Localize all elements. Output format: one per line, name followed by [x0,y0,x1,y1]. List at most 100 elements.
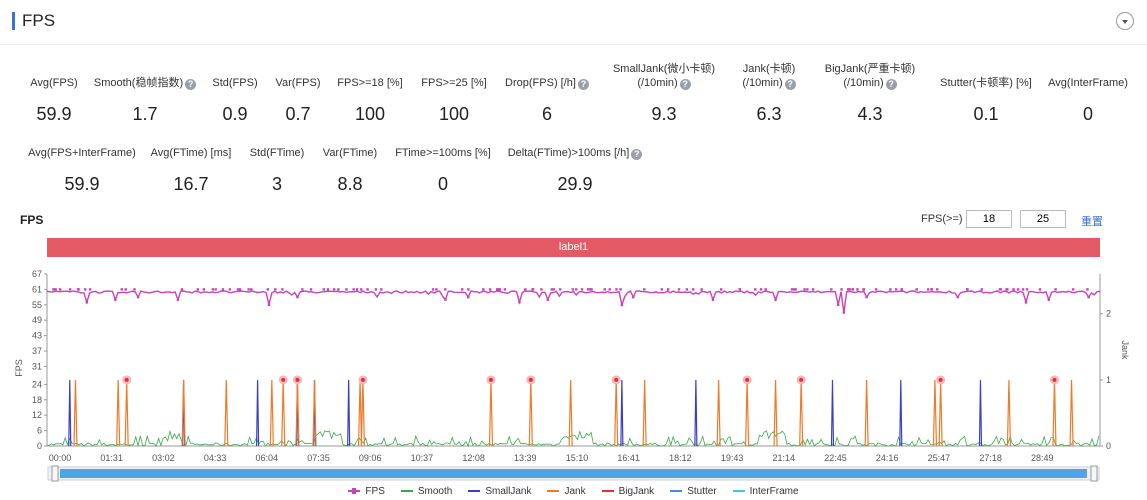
fps-marker [1086,288,1089,291]
metric-label: Drop(FPS) [/h]? [467,76,627,90]
threshold-label: FPS(>=) [921,213,963,225]
reset-button[interactable]: 重置 [1081,216,1103,228]
big-jank-spike [124,379,129,447]
y2-tick-label: 2 [1106,309,1111,319]
metric-r2-3: Var(FTime) 8.8 [270,146,430,194]
fps-marker [862,288,865,291]
legend-item-smalljank[interactable]: SmallJank [468,486,531,497]
x-tick-label: 09:06 [359,453,382,463]
fps-marker [1005,288,1008,291]
y-tick-label: 18 [32,395,42,405]
legend-item-interframe[interactable]: InterFrame [732,486,799,497]
x-tick-label: 25:47 [928,453,951,463]
legend-item-stutter[interactable]: Stutter [670,486,717,497]
jank-spike [642,379,647,447]
big-jank-spike [528,379,533,447]
y2-axis-label: Jank [1120,340,1130,360]
legend-label: Stutter [687,486,717,497]
fps-marker [482,288,485,291]
section-header: FPS [0,0,1147,45]
fps-marker [643,288,646,291]
y-tick-label: 12 [32,410,42,420]
fps-dip-marker [842,311,846,314]
y-tick-label: 24 [32,379,42,389]
legend-swatch [348,488,361,495]
help-icon[interactable]: ? [185,79,197,90]
fps-marker [498,288,502,291]
fps-marker [1071,288,1075,291]
big-jank-spike [360,379,365,447]
fps-marker [133,288,136,291]
fps-marker [531,288,535,291]
threshold-input-2[interactable] [1020,210,1066,228]
fps-marker [738,288,741,291]
help-icon[interactable]: ? [679,79,691,90]
metric-value: 0 [1082,104,1093,124]
fps-marker [88,288,92,291]
metric-r1-10: Stutter(卡顿率) [%] 0.1 [906,76,1066,124]
x-tick-label: 28:49 [1031,453,1054,463]
help-icon[interactable]: ? [784,79,796,90]
collapse-icon[interactable] [1116,12,1134,30]
fps-marker [571,288,575,291]
fps-marker [580,288,584,291]
fps-marker [374,288,378,291]
big-jank-spike [488,379,494,447]
fps-marker [431,288,435,291]
metric-r2-5: Delta(FTime)>100ms [/h]? 29.9 [495,146,655,194]
legend-item-bigjank[interactable]: BigJank [601,486,654,497]
fps-marker [435,288,438,291]
fps-marker [856,288,859,291]
fps-marker [811,288,815,291]
metric-label: Avg(InterFrame) [1048,77,1128,89]
metric-r2-2: Std(FTime) 3 [197,146,357,194]
big-jank-spike [745,379,750,447]
metric-value: 16.7 [173,174,209,194]
metric-r1-9: BigJank(严重卡顿) (/10min)? 4.3 [790,62,950,124]
x-tick-label: 10:37 [411,453,434,463]
fps-marker [359,288,363,291]
threshold-input-1[interactable] [966,210,1012,228]
fps-marker [590,288,593,291]
help-icon[interactable]: ? [631,149,643,160]
metric-label: FPS>=25 [%] [421,77,487,89]
x-tick-label: 12:08 [462,453,485,463]
legend-item-fps[interactable]: FPS [348,486,385,497]
x-tick-label: 00:00 [49,453,72,463]
metric-value: 0.7 [285,104,311,124]
zoom-handle-left[interactable] [51,465,59,482]
fps-dip-marker [85,301,89,304]
help-icon[interactable]: ? [885,79,897,90]
legend-label: SmallJank [485,486,532,497]
metric-label: Smooth(稳帧指数)? [65,76,225,90]
y-tick-label: 55 [32,300,42,310]
small-jank-spike [620,379,624,447]
fps-dip-marker [865,295,868,299]
zoom-handle-right[interactable] [1090,465,1098,482]
y2-tick-label: 1 [1106,375,1111,385]
metric-r1-4: FPS>=18 [%] 100 [290,76,450,124]
legend-item-smooth[interactable]: Smooth [400,486,452,497]
fps-marker [274,288,277,291]
fps-dip-marker [296,295,299,299]
legend-swatch [601,490,614,493]
y-tick-label: 0 [37,441,42,451]
fps-marker [196,288,199,291]
legend-swatch [468,490,481,493]
label-band: label1 [47,238,1100,257]
legend-item-jank[interactable]: Jank [547,486,586,497]
metric-value: 59.9 [36,104,72,124]
jank-spike [116,379,121,447]
fps-marker [874,288,878,291]
small-jank-spike [899,379,903,447]
fps-dip-marker [467,295,470,299]
fps-marker [54,288,57,291]
metric-value: 0.9 [222,104,248,124]
fps-marker [980,288,984,291]
fps-marker [700,288,703,291]
help-icon[interactable]: ? [577,79,589,90]
jank-spike [568,379,573,447]
fps-marker [332,288,336,291]
fps-marker [355,288,359,291]
y-tick-label: 49 [32,315,42,325]
